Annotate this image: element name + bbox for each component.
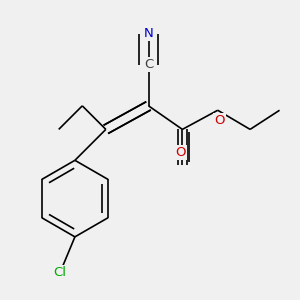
Text: Cl: Cl	[54, 266, 67, 279]
Text: N: N	[144, 27, 153, 40]
Text: C: C	[144, 58, 153, 71]
Text: Cl: Cl	[54, 266, 67, 279]
Text: O: O	[214, 114, 224, 127]
Text: O: O	[176, 146, 186, 159]
